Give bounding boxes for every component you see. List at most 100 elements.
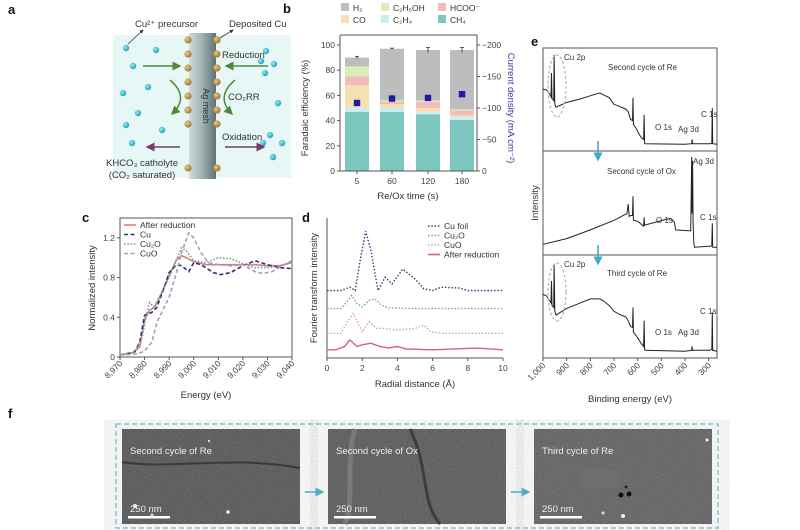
legend-label: CO: [353, 15, 366, 25]
cu-ion: [278, 139, 286, 147]
bar-segment: [416, 50, 440, 101]
x-tick-label: 9,020: [225, 358, 247, 380]
x-tick-label: 6: [430, 363, 435, 373]
series-line: [119, 246, 293, 356]
x-tick-label: 9,000: [176, 358, 198, 380]
x-axis-label: Radial distance (Å): [375, 379, 455, 390]
y-tick-label: 0.8: [103, 273, 115, 283]
y-tick-label: 60: [326, 90, 336, 100]
cu-particle: [184, 50, 192, 58]
cu-particle: [213, 78, 221, 86]
sem-image-3: Third cycle of Re 250 nm: [534, 429, 712, 524]
x-tick-label: 700: [601, 360, 618, 377]
deposited-cu-pointer: [219, 29, 234, 39]
y-tick-label: 1.2: [103, 233, 115, 243]
legend-label: H₂: [353, 3, 362, 13]
x-tick-label: 500: [649, 360, 666, 377]
cu-ion: [270, 60, 278, 68]
cu-particle: [184, 64, 192, 72]
legend-label: Cu₂O: [140, 239, 161, 249]
plot-frame: [119, 217, 293, 358]
legend-swatch: [381, 15, 389, 23]
catholyte-condition-label: (CO₂ saturated): [109, 170, 176, 181]
bar-segment: [380, 101, 404, 105]
y-tick-label: 80: [326, 65, 336, 75]
sem-image-2: Second cycle of Ox 250 nm: [328, 428, 506, 525]
reduction-label: Reduction: [222, 50, 265, 61]
y-axis-label: Normalized intensity: [87, 245, 98, 331]
cu-ion: [152, 46, 160, 54]
cu-particle: [213, 120, 221, 128]
bar-segment: [416, 111, 440, 115]
stacked-bars: [345, 47, 474, 171]
x-tick-label: 10: [498, 363, 508, 373]
bar-segment: [416, 108, 440, 112]
x-tick-label: 4: [395, 363, 400, 373]
panel-label-b: b: [283, 1, 291, 16]
x-tick-label: 300: [696, 360, 713, 377]
bar-segment: [345, 57, 369, 67]
subpanel-title: Second cycle of Ox: [607, 167, 676, 176]
legend-label: C₂H₄: [393, 15, 413, 25]
legend-label: After reduction: [140, 220, 196, 230]
sem-image-1: Second cycle of Re 250 nm: [121, 429, 301, 524]
bar-segment: [380, 48, 404, 101]
cu-ion: [257, 57, 265, 65]
bar-segment: [450, 109, 474, 111]
subpanel-title: Second cycle of Re: [608, 63, 677, 72]
legend: H₂ C₂H₅OH HCOO⁻ CO C₂H₄ CH₄: [341, 3, 481, 25]
cu-ion: [274, 99, 282, 107]
panel-a-diagram: a Ag mesh Cu²⁺ precursor Deposited Cu Re…: [8, 2, 291, 181]
cu-ion: [128, 139, 136, 147]
cu2p-highlight-ellipse: [547, 262, 567, 322]
axes: 0 20 40 60 80 100 0 −50 −100 −150 −200 5 60 120 180: [321, 34, 501, 186]
cu-ion: [144, 83, 152, 91]
cu-ion: [134, 109, 142, 117]
c1s-label: C 1s: [701, 110, 717, 119]
o1s-label: O 1s: [656, 216, 673, 225]
panel-f-sem-images: f Second cycle of Re 250 nm Second cycle…: [8, 406, 719, 529]
cu-ion-particles: [119, 44, 286, 161]
current-density-marker: [458, 90, 466, 98]
bar-segment: [345, 66, 369, 77]
x-tick-label: 400: [672, 360, 689, 377]
cu-ion: [269, 153, 277, 161]
bar-segment: [380, 104, 404, 108]
c1s-label: C 1s: [700, 307, 716, 316]
precursor-pointer: [127, 29, 144, 45]
o1s-label: O 1s: [655, 328, 672, 337]
bar-segment: [416, 101, 440, 108]
y2-tick-label: −100: [482, 103, 501, 113]
scale-bar-label: 250 nm: [336, 504, 368, 515]
scale-bar-label: 250 nm: [542, 504, 574, 515]
co2rr-label: CO₂RR: [228, 92, 260, 103]
y-tick-label: 0: [330, 166, 335, 176]
scale-bar: [334, 516, 376, 519]
panel-label-e: e: [531, 34, 538, 49]
y2-tick-label: −200: [482, 40, 501, 50]
cu-particle: [213, 164, 221, 172]
y-tick-label: 100: [321, 40, 335, 50]
scale-bar: [128, 516, 170, 519]
cu-ion: [261, 69, 269, 77]
legend-label: After reduction: [444, 250, 500, 260]
bar-segment: [450, 50, 474, 110]
panel-c-chart: c 8,970 8,980 8,990 9,000 9,010 9,020 9,030 9,0…: [82, 210, 297, 401]
bar-segment: [450, 110, 474, 116]
x-tick-label: 120: [421, 176, 435, 186]
x-tick-label: 0: [325, 363, 330, 373]
legend-label: C₂H₅OH: [393, 3, 425, 13]
bar-segment: [416, 114, 440, 171]
co2rr-curved-arrow-right: [223, 79, 236, 116]
bar-segment: [450, 115, 474, 117]
legend-label: CuO: [444, 240, 462, 250]
cu-ion: [122, 44, 130, 52]
y-axis-label: Intensity: [530, 185, 541, 221]
legend-swatch: [341, 3, 349, 11]
x-axis-label: Binding energy (eV): [588, 394, 672, 405]
series-line: [119, 231, 293, 356]
x-tick-label: 800: [578, 360, 595, 377]
spectrum-annotations: Second cycle of Re Cu 2p O 1s Ag 3d C 1s…: [564, 53, 717, 337]
ag-mesh-label: Ag mesh: [201, 88, 211, 124]
cu-particle: [213, 50, 221, 58]
